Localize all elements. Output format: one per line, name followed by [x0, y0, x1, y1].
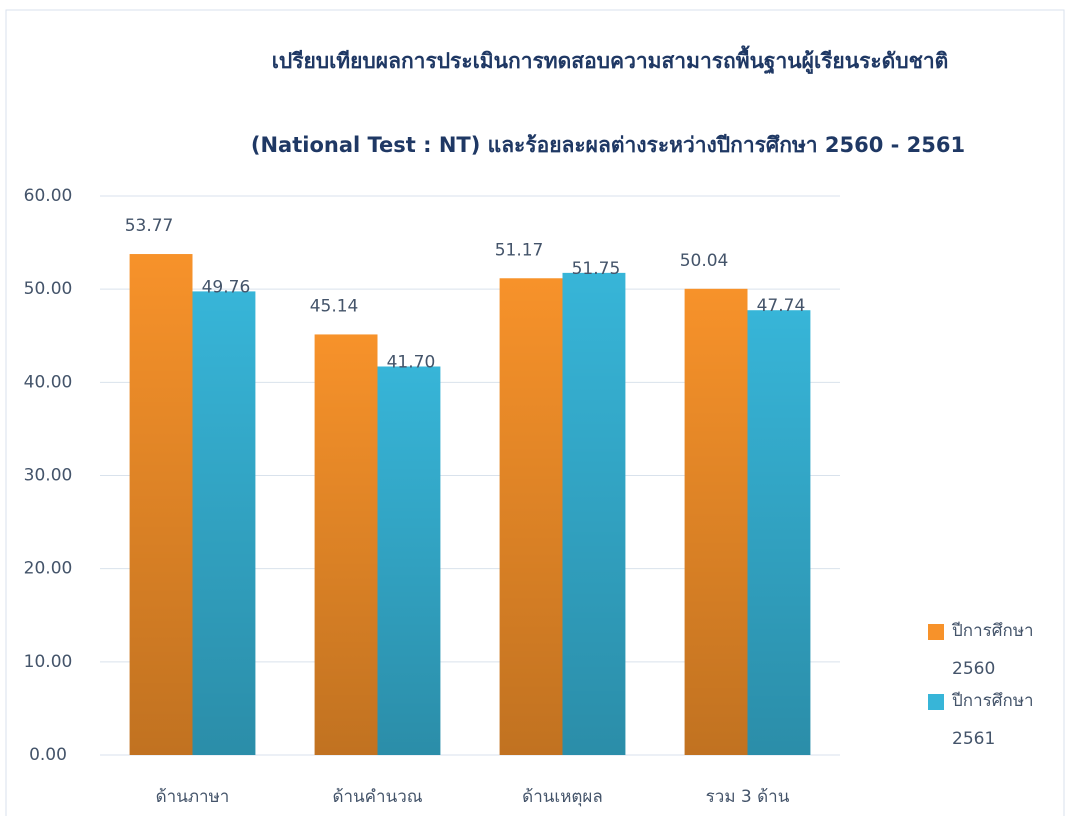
legend-swatch	[928, 694, 944, 710]
data-label: 53.77	[125, 216, 174, 236]
bar-shade	[499, 278, 563, 755]
y-tick-label: 0.00	[29, 745, 67, 765]
bar-shade	[377, 366, 441, 755]
legend-item: ปีการศึกษา 2561	[928, 682, 1062, 752]
legend-item: ปีการศึกษา 2560	[928, 612, 1062, 682]
data-label: 51.75	[572, 259, 621, 279]
bar-shade	[314, 334, 378, 755]
data-label: 49.76	[202, 277, 251, 297]
bar-shade	[747, 310, 811, 755]
data-label: 50.04	[680, 251, 729, 271]
y-tick-label: 50.00	[24, 279, 73, 299]
legend: ปีการศึกษา 2560 ปีการศึกษา 2561	[928, 612, 1058, 752]
x-tick-label: ด้านคำนวณ	[332, 787, 422, 807]
chart-subtitle: (National Test : NT) และร้อยละผลต่างระหว…	[251, 133, 965, 157]
x-tick-label: ด้านภาษา	[156, 787, 230, 807]
x-tick-label: รวม 3 ด้าน	[706, 787, 790, 807]
y-tick-label: 60.00	[24, 186, 73, 206]
x-tick-label: ด้านเหตุผล	[522, 787, 603, 807]
y-tick-label: 40.00	[24, 372, 73, 392]
y-tick-label: 20.00	[24, 559, 73, 579]
data-label: 41.70	[387, 352, 436, 372]
legend-label: ปีการศึกษา 2561	[952, 691, 1034, 749]
bar-shade	[192, 291, 256, 755]
bar-shade	[562, 272, 626, 755]
y-tick-label: 30.00	[24, 466, 73, 486]
data-label: 47.74	[757, 296, 806, 316]
legend-label: ปีการศึกษา 2560	[952, 621, 1034, 679]
bar-shade	[684, 288, 748, 755]
legend-swatch	[928, 624, 944, 640]
data-label: 51.17	[495, 240, 544, 260]
chart-title: เปรียบเทียบผลการประเมินการทดสอบความสามาร…	[272, 45, 949, 75]
bar-shade	[129, 254, 193, 755]
data-label: 45.14	[310, 296, 359, 316]
y-tick-label: 10.00	[24, 652, 73, 672]
chart-border	[5, 9, 1065, 816]
